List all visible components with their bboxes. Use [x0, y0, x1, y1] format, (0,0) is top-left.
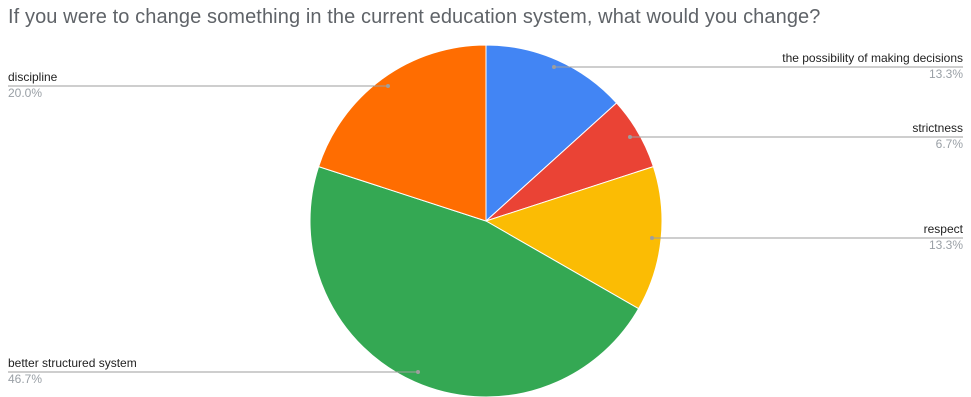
slice-label-percent: 6.7% — [935, 137, 963, 151]
slice-label-name: strictness — [912, 121, 963, 135]
pie-slice-the-possibility-of-making-decisions — [485, 44, 618, 223]
slice-label-name: respect — [923, 222, 963, 236]
leader-dot — [650, 236, 654, 240]
leader-dot — [386, 84, 390, 88]
pie-slice-better-structured-system — [309, 165, 640, 397]
label-discipline: discipline 20.0% — [8, 69, 57, 101]
label-respect: respect 13.3% — [924, 221, 963, 253]
leader-dot — [552, 65, 556, 69]
leader-dot — [628, 135, 632, 139]
slice-label-percent: 13.3% — [928, 238, 963, 252]
pie-slice-respect — [484, 165, 663, 310]
label-better-structured-system: better structured system 46.7% — [8, 355, 137, 387]
label-strictness: strictness 6.7% — [912, 120, 963, 152]
slice-label-percent: 20.0% — [8, 86, 43, 100]
chart-title: If you were to change something in the c… — [8, 6, 821, 28]
slice-label-name: discipline — [8, 70, 58, 84]
pie-slice-discipline — [317, 44, 487, 222]
slice-label-percent: 13.3% — [928, 67, 963, 81]
slice-label-percent: 46.7% — [8, 372, 43, 386]
slice-label-name: better structured system — [8, 356, 137, 370]
slice-label-name: the possibility of making decisions — [782, 51, 963, 65]
leader-dot — [416, 370, 420, 374]
label-possibility-of-making-decisions: the possibility of making decisions 13.3… — [782, 50, 963, 82]
